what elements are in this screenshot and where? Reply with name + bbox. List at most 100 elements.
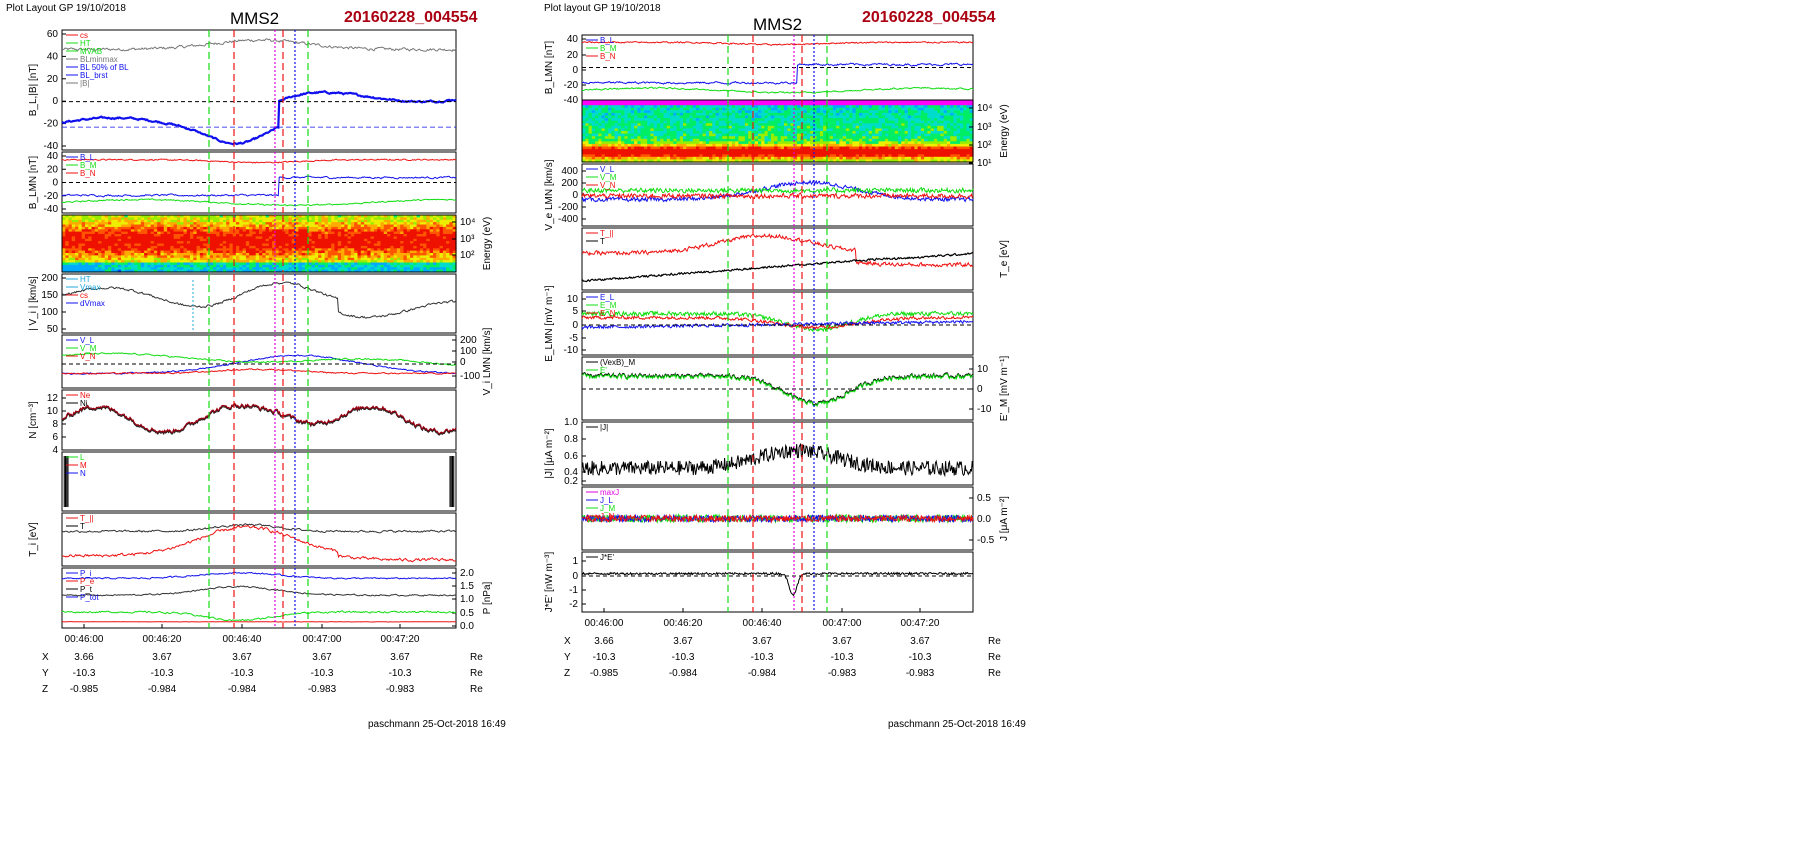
spectrogram-cell <box>621 115 625 119</box>
spectrogram-cell <box>780 105 785 109</box>
spectrogram-cell <box>377 267 382 271</box>
spectrogram-cell <box>147 217 152 221</box>
spectrogram-cell <box>98 262 102 266</box>
spectrogram-cell <box>601 131 606 135</box>
spectrogram-cell <box>364 215 368 218</box>
spectrogram-cell <box>390 224 395 228</box>
spectrogram-cell <box>193 241 198 245</box>
spectrogram-cell <box>803 133 808 137</box>
spectrogram-cell <box>324 243 329 247</box>
spectrogram-cell <box>213 262 217 266</box>
spectrogram-cell <box>173 269 178 273</box>
spectrogram-cell <box>604 133 609 137</box>
spectrogram-cell <box>699 138 704 142</box>
spectrogram-cell <box>604 156 609 160</box>
spectrogram-cell <box>683 131 687 135</box>
spectrogram-cell <box>190 215 194 218</box>
spectrogram-cell <box>735 154 739 158</box>
spectrogram-cell <box>324 257 329 261</box>
spectrogram-cell <box>663 100 668 104</box>
spectrogram-cell <box>718 138 723 142</box>
spectrogram-cell <box>705 120 710 124</box>
spectrogram-cell <box>268 267 273 271</box>
spectrogram-cell <box>117 222 122 226</box>
spectrogram-cell <box>144 222 148 226</box>
spectrogram-cell <box>653 110 658 114</box>
spectrogram-cell <box>656 128 661 132</box>
spectrogram-cell <box>222 236 227 240</box>
spectrogram-cell <box>239 243 244 247</box>
spectrogram-cell <box>823 102 827 106</box>
spectrogram-cell <box>98 224 102 228</box>
spectrogram-cell <box>598 146 603 150</box>
spectrogram-cell <box>591 156 596 160</box>
spectrogram-cell <box>774 146 779 150</box>
spectrogram-cell <box>777 146 782 150</box>
spectrogram-cell <box>650 149 655 153</box>
spectrogram-cell <box>301 236 306 240</box>
spectrogram-cell <box>614 102 619 106</box>
spectrogram-cell <box>741 143 746 148</box>
spectrogram-cell <box>663 149 668 153</box>
spectrogram-cell <box>810 156 814 160</box>
spectrogram-cell <box>216 253 221 256</box>
spectrogram-cell <box>222 224 227 228</box>
spectrogram-cell <box>130 234 135 237</box>
spectrogram-cell <box>275 250 280 254</box>
spectrogram-cell <box>140 257 145 261</box>
spectrogram-cell <box>676 138 681 142</box>
spectrogram-cell <box>203 217 208 221</box>
spectrogram-cell <box>774 125 779 129</box>
spectrogram-cell <box>114 253 119 256</box>
spectrogram-cell <box>78 260 83 264</box>
ylabel: Energy (eV) <box>482 217 493 270</box>
spectrogram-cell <box>334 262 339 266</box>
spectrogram-cell <box>403 262 408 266</box>
spectrogram-cell <box>268 238 273 242</box>
spectrogram-cell <box>370 267 375 271</box>
spectrogram-cell <box>219 226 224 230</box>
spectrogram-cell <box>426 260 431 264</box>
spectrogram-cell <box>265 224 270 228</box>
spectrogram-cell <box>163 215 168 218</box>
spectrogram-cell <box>245 253 250 256</box>
spectrogram-cell <box>683 156 687 160</box>
spectrogram-cell <box>803 156 808 160</box>
spectrogram-cell <box>331 215 336 218</box>
spectrogram-cell <box>598 149 603 153</box>
spectrogram-cell <box>439 245 444 249</box>
spectrogram-cell <box>699 125 704 129</box>
spectrogram-cell <box>222 222 227 226</box>
spectrogram-cell <box>728 110 733 114</box>
spectrogram-cell <box>806 112 811 117</box>
spectrogram-cell <box>68 231 73 235</box>
spectrogram-cell <box>396 253 401 256</box>
spectrogram-cell <box>436 217 441 221</box>
spectrogram-cell <box>314 238 319 242</box>
spectrogram-cell <box>617 102 622 106</box>
ytick-label: 50 <box>47 324 59 335</box>
spectrogram-cell <box>423 226 428 230</box>
spectrogram-cell <box>722 151 726 155</box>
spectrogram-cell <box>806 131 811 135</box>
spectrogram-cell <box>183 217 188 221</box>
spectrogram-cell <box>121 264 125 268</box>
spectrogram-cell <box>298 253 303 256</box>
spectrogram-cell <box>676 131 681 135</box>
spectrogram-cell <box>196 241 201 245</box>
spectrogram-cell <box>98 229 102 233</box>
spectrogram-cell <box>308 264 313 268</box>
spectrogram-cell <box>91 219 96 223</box>
spectrogram-cell <box>777 143 782 148</box>
spectrogram-cell <box>183 253 188 256</box>
spectrogram-cell <box>777 128 782 132</box>
spectrogram-cell <box>380 250 385 254</box>
spectrogram-cell <box>436 250 441 254</box>
spectrogram-cell <box>193 238 198 242</box>
spectrogram-cell <box>196 255 201 259</box>
spectrogram-cell <box>324 260 329 264</box>
spectrogram-cell <box>272 229 276 233</box>
spectrogram-cell <box>183 248 188 252</box>
spectrogram-cell <box>793 112 798 117</box>
spectrogram-cell <box>754 110 759 114</box>
